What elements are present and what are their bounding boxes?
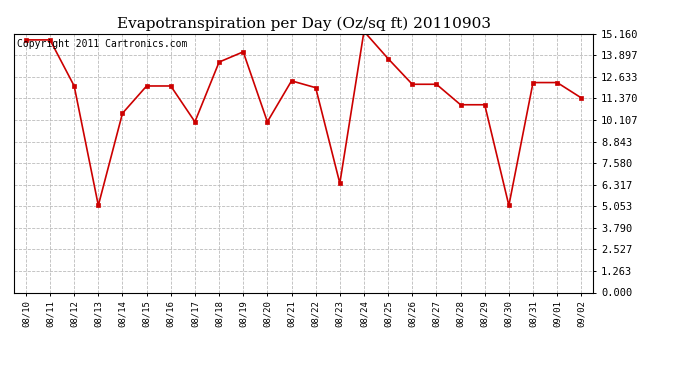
Text: Copyright 2011 Cartronics.com: Copyright 2011 Cartronics.com (17, 39, 187, 49)
Title: Evapotranspiration per Day (Oz/sq ft) 20110903: Evapotranspiration per Day (Oz/sq ft) 20… (117, 17, 491, 31)
